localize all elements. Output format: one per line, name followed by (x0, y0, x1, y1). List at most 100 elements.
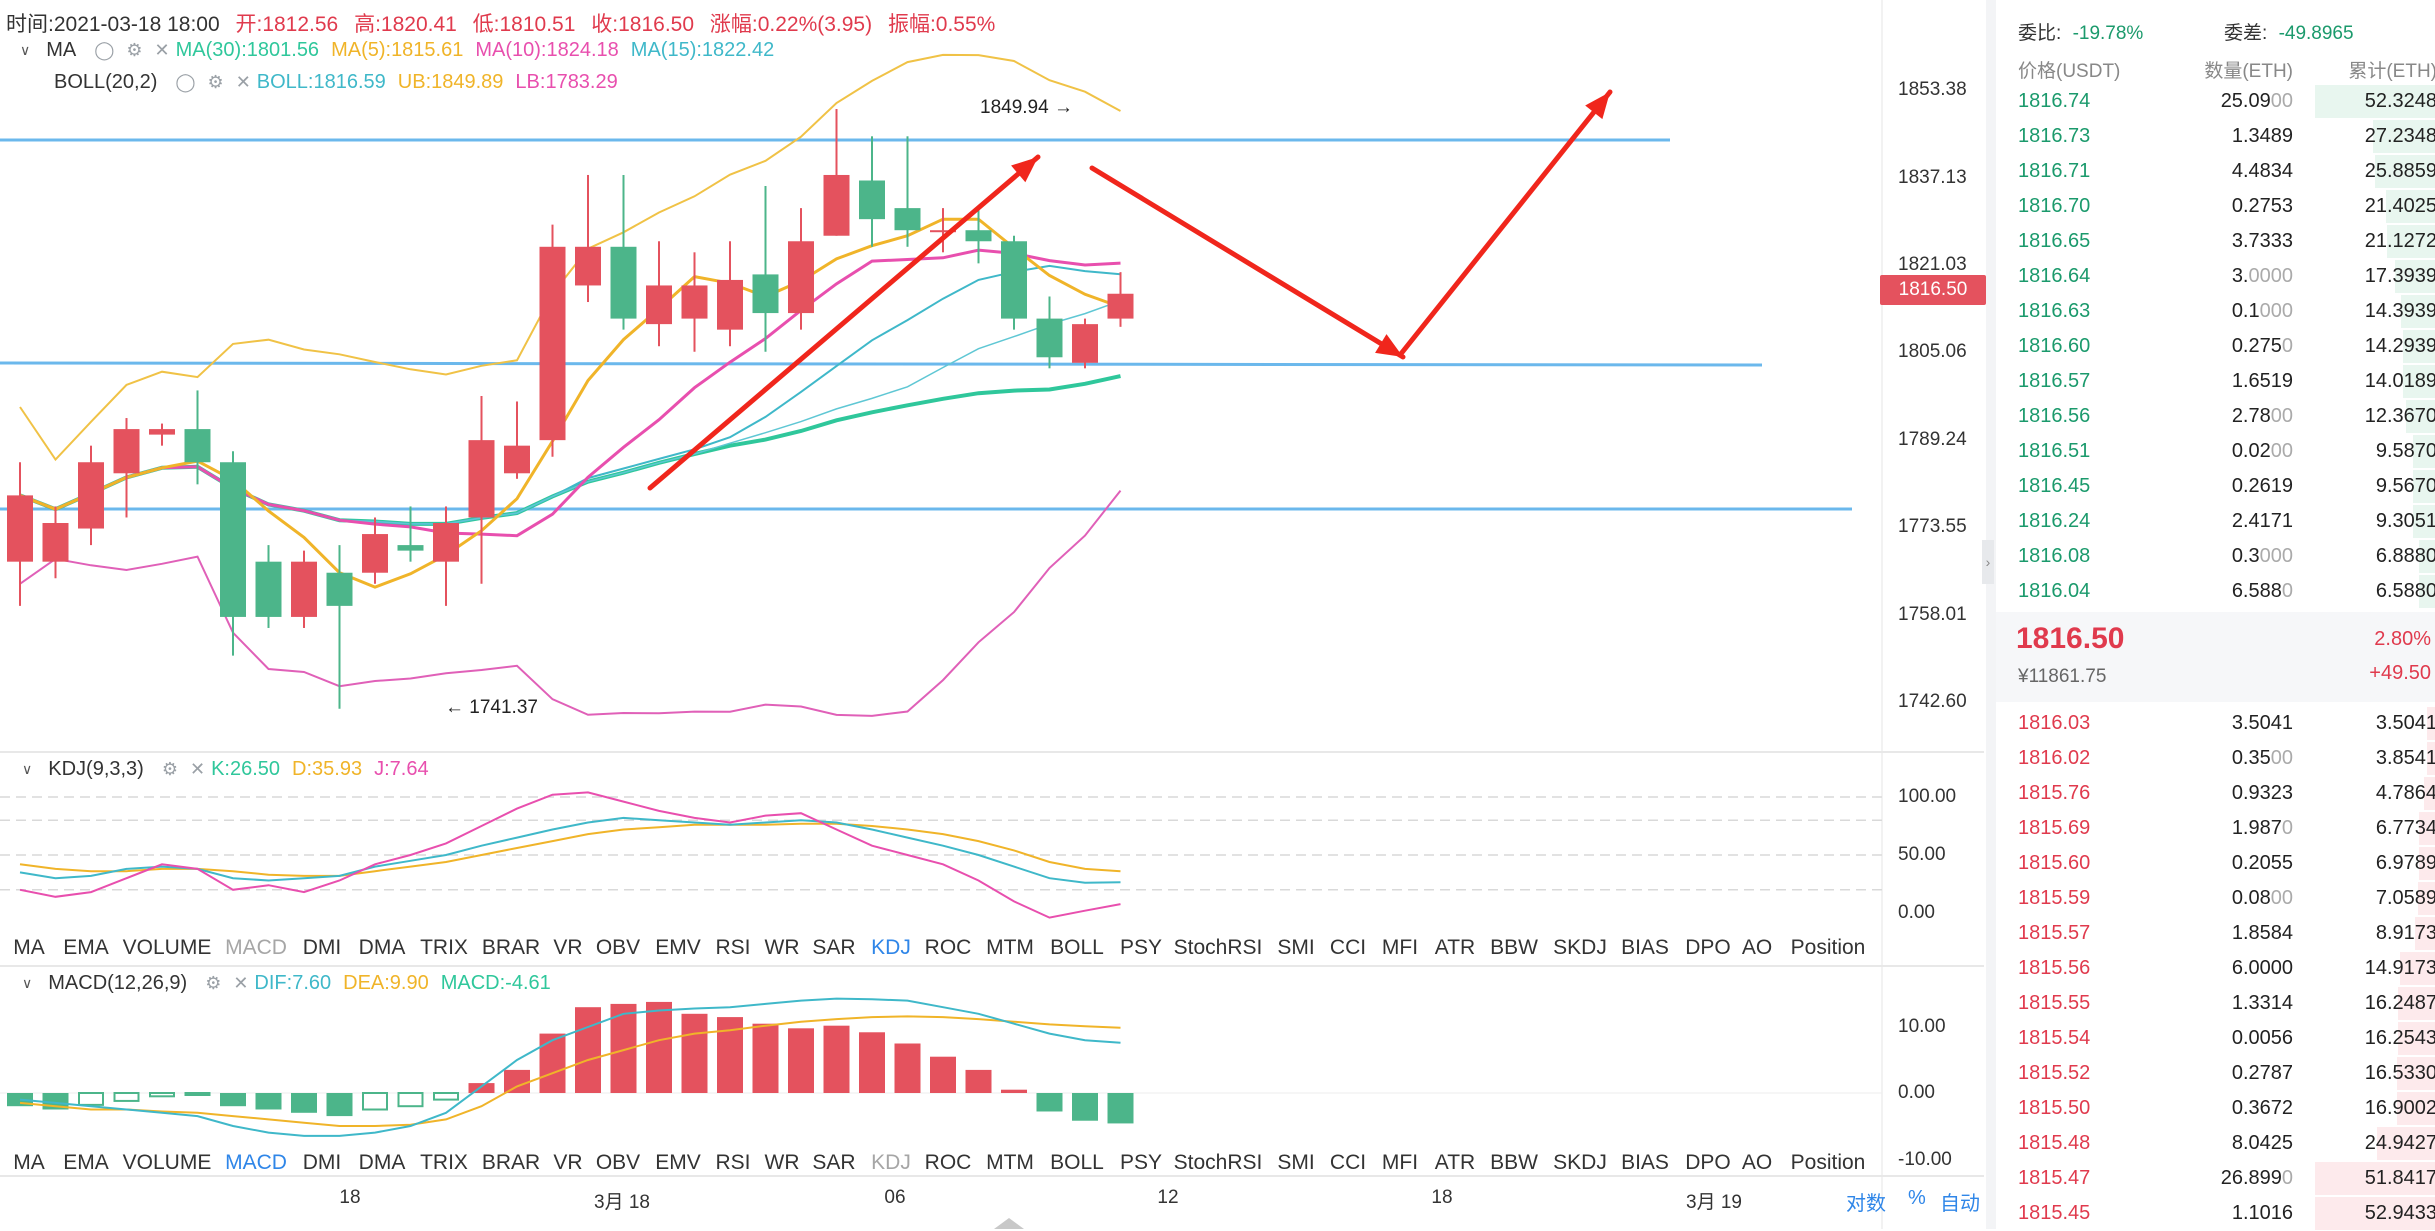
bid-row[interactable]: 1815.56 6.0000 14.9173 (1996, 951, 2435, 986)
ask-row[interactable]: 1816.64 3.0000 17.3939 (1996, 259, 2435, 294)
tab-kdj[interactable]: KDJ (871, 1151, 911, 1174)
ask-row[interactable]: 1816.74 25.0900 52.3248 (1996, 84, 2435, 119)
tab-rsi[interactable]: RSI (715, 1151, 751, 1174)
tab-mfi[interactable]: MFI (1381, 1151, 1419, 1174)
tab-emv[interactable]: EMV (655, 1151, 701, 1174)
ask-row[interactable]: 1816.24 2.4171 9.3051 (1996, 504, 2435, 539)
tab-emv[interactable]: EMV (655, 936, 701, 959)
tab-obv[interactable]: OBV (595, 936, 641, 959)
ask-row[interactable]: 1816.73 1.3489 27.2348 (1996, 119, 2435, 154)
tab-wr[interactable]: WR (764, 1151, 800, 1174)
chevron-down-icon[interactable]: ∨ (22, 761, 33, 777)
tab-brar[interactable]: BRAR (481, 936, 541, 959)
tab-dma[interactable]: DMA (358, 936, 406, 959)
tab-volume[interactable]: VOLUME (122, 936, 212, 959)
tab-sar[interactable]: SAR (812, 936, 856, 959)
bid-row[interactable]: 1815.59 0.0800 7.0589 (1996, 881, 2435, 916)
close-icon[interactable]: ✕ (233, 973, 249, 993)
ask-row[interactable]: 1816.04 6.5880 6.5880 (1996, 574, 2435, 609)
settings-icon[interactable]: ⚙ (126, 40, 143, 60)
tab-mtm[interactable]: MTM (986, 1151, 1034, 1174)
eye-icon[interactable]: ◯ (175, 72, 196, 92)
tab-vr[interactable]: VR (553, 1151, 583, 1174)
tab-boll[interactable]: BOLL (1050, 1151, 1104, 1174)
auto-scale-toggle[interactable]: 自动 (1940, 1193, 1980, 1215)
collapse-handle-icon[interactable]: › (1982, 540, 1994, 584)
tab-kdj[interactable]: KDJ (871, 936, 911, 959)
ask-row[interactable]: 1816.71 4.4834 25.8859 (1996, 154, 2435, 189)
ask-row[interactable]: 1816.65 3.7333 21.1272 (1996, 224, 2435, 259)
ask-row[interactable]: 1816.63 0.1000 14.3939 (1996, 294, 2435, 329)
bid-row[interactable]: 1815.52 0.2787 16.5330 (1996, 1056, 2435, 1091)
ask-row[interactable]: 1816.56 2.7800 12.3670 (1996, 399, 2435, 434)
tab-position[interactable]: Position (1790, 936, 1866, 959)
bid-row[interactable]: 1815.48 8.0425 24.9427 (1996, 1126, 2435, 1161)
tab-brar[interactable]: BRAR (481, 1151, 541, 1174)
ask-row[interactable]: 1816.70 0.2753 21.4025 (1996, 189, 2435, 224)
tab-stochrsi[interactable]: StochRSI (1173, 936, 1263, 959)
tab-mfi[interactable]: MFI (1381, 936, 1419, 959)
tab-atr[interactable]: ATR (1434, 936, 1476, 959)
tab-obv[interactable]: OBV (595, 1151, 641, 1174)
tab-macd[interactable]: MACD (225, 1151, 287, 1174)
tab-trix[interactable]: TRIX (420, 936, 468, 959)
tab-ma[interactable]: MA (13, 1151, 45, 1174)
bid-row[interactable]: 1815.55 1.3314 16.2487 (1996, 986, 2435, 1021)
bid-row[interactable]: 1815.50 0.3672 16.9002 (1996, 1091, 2435, 1126)
tab-ao[interactable]: AO (1741, 936, 1773, 959)
bid-row[interactable]: 1815.76 0.9323 4.7864 (1996, 776, 2435, 811)
bid-row[interactable]: 1816.02 0.3500 3.8541 (1996, 741, 2435, 776)
ask-row[interactable]: 1816.60 0.2750 14.2939 (1996, 329, 2435, 364)
bid-row[interactable]: 1815.45 1.1016 52.9433 (1996, 1196, 2435, 1231)
tab-ma[interactable]: MA (13, 936, 45, 959)
tab-ema[interactable]: EMA (63, 1151, 109, 1174)
tab-ao[interactable]: AO (1741, 1151, 1773, 1174)
tab-psy[interactable]: PSY (1119, 1151, 1163, 1174)
tab-volume[interactable]: VOLUME (122, 1151, 212, 1174)
chart-panel[interactable]: 时间:2021-03-18 18:00 开:1812.56 高:1820.41 … (0, 0, 1986, 1229)
tab-trix[interactable]: TRIX (420, 1151, 468, 1174)
tab-bbw[interactable]: BBW (1490, 1151, 1538, 1174)
tab-cci[interactable]: CCI (1329, 1151, 1367, 1174)
close-icon[interactable]: ✕ (154, 40, 170, 60)
ask-row[interactable]: 1816.08 0.3000 6.8880 (1996, 539, 2435, 574)
tab-skdj[interactable]: SKDJ (1553, 1151, 1607, 1174)
tab-roc[interactable]: ROC (924, 1151, 972, 1174)
tab-cci[interactable]: CCI (1329, 936, 1367, 959)
tab-bias[interactable]: BIAS (1621, 1151, 1669, 1174)
tab-dpo[interactable]: DPO (1685, 1151, 1731, 1174)
ask-row[interactable]: 1816.45 0.2619 9.5670 (1996, 469, 2435, 504)
tab-stochrsi[interactable]: StochRSI (1173, 1151, 1263, 1174)
bid-row[interactable]: 1815.60 0.2055 6.9789 (1996, 846, 2435, 881)
bid-row[interactable]: 1815.57 1.8584 8.9173 (1996, 916, 2435, 951)
panel-divider[interactable] (1986, 0, 1996, 1229)
tab-dmi[interactable]: DMI (302, 936, 342, 959)
tab-ema[interactable]: EMA (63, 936, 109, 959)
ask-row[interactable]: 1816.57 1.6519 14.0189 (1996, 364, 2435, 399)
close-icon[interactable]: ✕ (235, 72, 251, 92)
tab-position[interactable]: Position (1790, 1151, 1866, 1174)
tab-smi[interactable]: SMI (1277, 936, 1315, 959)
tab-boll[interactable]: BOLL (1050, 936, 1104, 959)
chevron-down-icon[interactable]: ∨ (22, 975, 33, 991)
tab-skdj[interactable]: SKDJ (1553, 936, 1607, 959)
tab-dmi[interactable]: DMI (302, 1151, 342, 1174)
settings-icon[interactable]: ⚙ (205, 973, 222, 993)
tab-bbw[interactable]: BBW (1490, 936, 1538, 959)
settings-icon[interactable]: ⚙ (207, 72, 224, 92)
tab-dma[interactable]: DMA (358, 1151, 406, 1174)
settings-icon[interactable]: ⚙ (161, 759, 178, 779)
tab-atr[interactable]: ATR (1434, 1151, 1476, 1174)
percent-scale-toggle[interactable]: % (1908, 1187, 1926, 1209)
bid-row[interactable]: 1815.54 0.0056 16.2543 (1996, 1021, 2435, 1056)
tab-rsi[interactable]: RSI (715, 936, 751, 959)
kline-chart[interactable] (0, 0, 1984, 1229)
bid-row[interactable]: 1815.69 1.9870 6.7734 (1996, 811, 2435, 846)
tab-psy[interactable]: PSY (1119, 936, 1163, 959)
tab-wr[interactable]: WR (764, 936, 800, 959)
bid-row[interactable]: 1815.47 26.8990 51.8417 (1996, 1161, 2435, 1196)
tab-roc[interactable]: ROC (924, 936, 972, 959)
bid-row[interactable]: 1816.03 3.5041 3.5041 (1996, 706, 2435, 741)
tab-vr[interactable]: VR (553, 936, 583, 959)
chevron-down-icon[interactable]: ∨ (20, 42, 31, 58)
